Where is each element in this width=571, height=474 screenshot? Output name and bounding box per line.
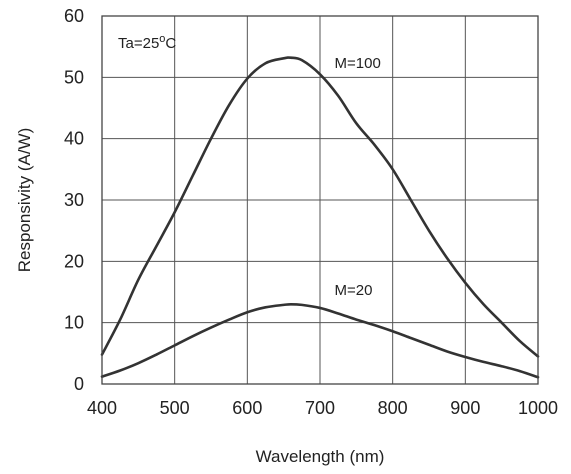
y-tick-label: 50 bbox=[64, 67, 84, 87]
series-line-m-20 bbox=[100, 302, 540, 379]
x-tick-label: 600 bbox=[232, 398, 262, 418]
temperature-annotation: Ta=25oC bbox=[118, 33, 176, 52]
y-axis-label: Responsivity (A/W) bbox=[15, 128, 34, 273]
tick-labels: 400 500 600 700 800 900 1000 0 10 20 30 40 50 60 bbox=[64, 6, 558, 418]
x-tick-label: 400 bbox=[87, 398, 117, 418]
y-tick-label: 20 bbox=[64, 251, 84, 271]
annotation-prefix: Ta=25 bbox=[118, 35, 159, 52]
x-tick-label: 1000 bbox=[518, 398, 558, 418]
x-axis-label: Wavelength (nm) bbox=[256, 447, 385, 466]
x-tick-label: 500 bbox=[160, 398, 190, 418]
y-tick-label: 30 bbox=[64, 190, 84, 210]
series-label-m-100: M=100 bbox=[335, 55, 381, 72]
annotation-superscript: o bbox=[159, 33, 165, 45]
y-tick-label: 0 bbox=[74, 374, 84, 394]
x-tick-label: 700 bbox=[305, 398, 335, 418]
plot-frame bbox=[101, 15, 539, 385]
series-label-m-20: M=20 bbox=[335, 282, 373, 299]
y-tick-label: 40 bbox=[64, 129, 84, 149]
y-tick-label: 60 bbox=[64, 6, 84, 26]
series-line-m-100 bbox=[100, 56, 540, 358]
series-labels: M=100 M=20 bbox=[335, 55, 381, 299]
annotation-suffix: C bbox=[165, 35, 176, 52]
grid-lines bbox=[101, 15, 539, 385]
y-tick-label: 10 bbox=[64, 313, 84, 333]
x-tick-label: 900 bbox=[450, 398, 480, 418]
x-tick-label: 800 bbox=[378, 398, 408, 418]
series-curves bbox=[100, 56, 540, 379]
